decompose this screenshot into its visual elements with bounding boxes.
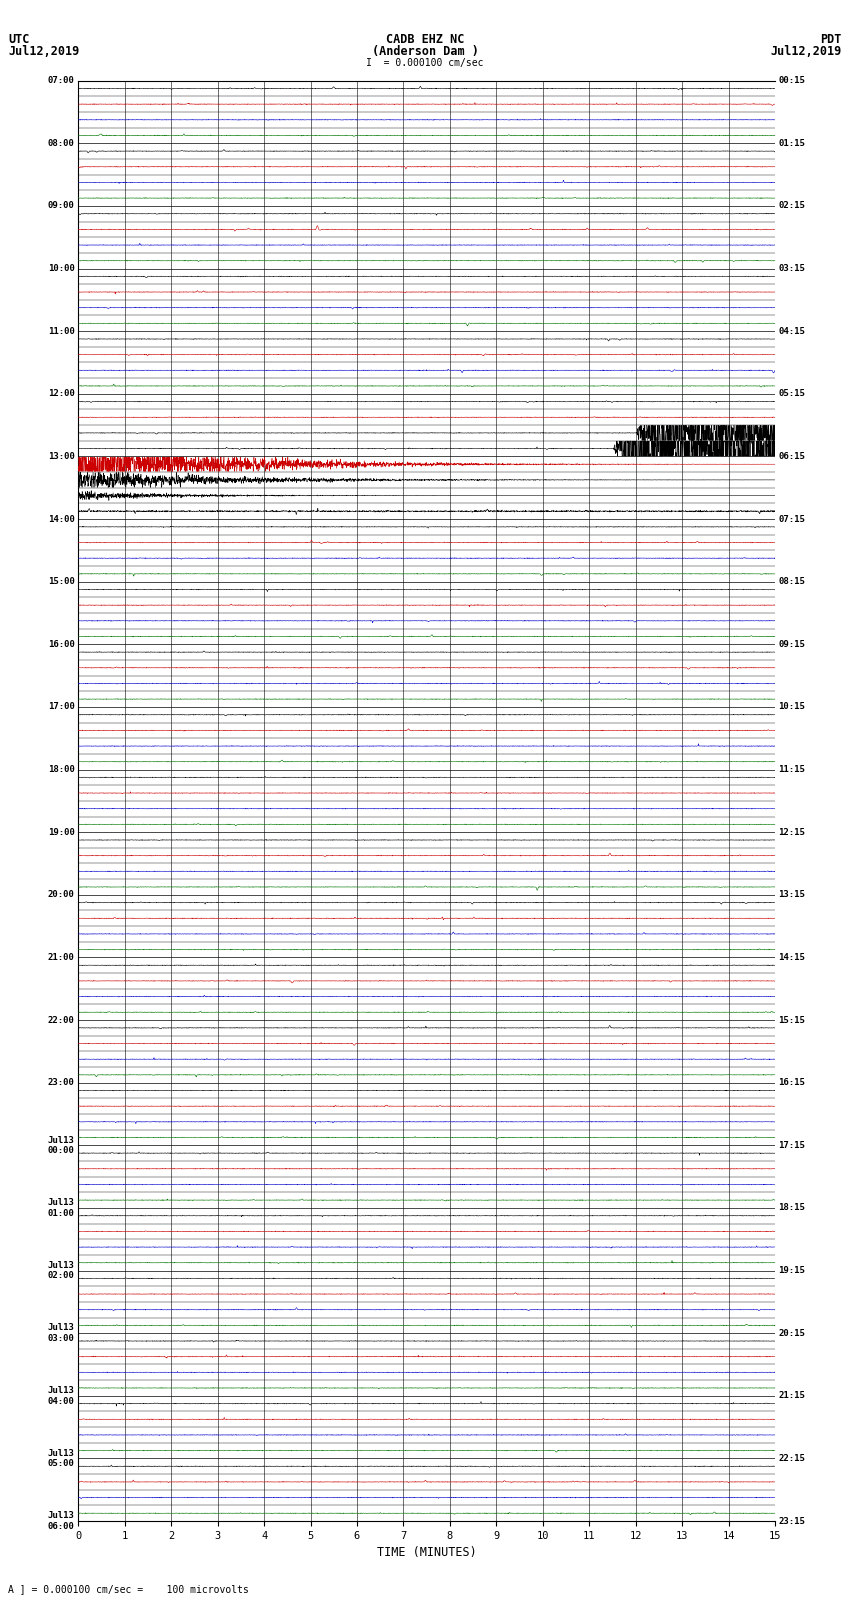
- Text: 13:15: 13:15: [779, 890, 806, 900]
- Text: 09:00: 09:00: [48, 202, 75, 210]
- Text: 23:00: 23:00: [48, 1077, 75, 1087]
- Text: Jul13
06:00: Jul13 06:00: [48, 1511, 75, 1531]
- Text: 12:15: 12:15: [779, 827, 806, 837]
- Text: A ] = 0.000100 cm/sec =    100 microvolts: A ] = 0.000100 cm/sec = 100 microvolts: [8, 1584, 249, 1594]
- Text: 08:00: 08:00: [48, 139, 75, 148]
- Text: 19:00: 19:00: [48, 827, 75, 837]
- Text: 23:15: 23:15: [779, 1516, 806, 1526]
- Text: 21:15: 21:15: [779, 1392, 806, 1400]
- Text: I  = 0.000100 cm/sec: I = 0.000100 cm/sec: [366, 58, 484, 68]
- Text: 07:00: 07:00: [48, 76, 75, 85]
- X-axis label: TIME (MINUTES): TIME (MINUTES): [377, 1547, 477, 1560]
- Text: Jul12,2019: Jul12,2019: [8, 45, 80, 58]
- Text: 12:00: 12:00: [48, 389, 75, 398]
- Text: 02:15: 02:15: [779, 202, 806, 210]
- Text: 20:00: 20:00: [48, 890, 75, 900]
- Text: Jul13
01:00: Jul13 01:00: [48, 1198, 75, 1218]
- Text: 06:15: 06:15: [779, 452, 806, 461]
- Text: Jul13
02:00: Jul13 02:00: [48, 1261, 75, 1281]
- Text: 17:15: 17:15: [779, 1140, 806, 1150]
- Text: 09:15: 09:15: [779, 640, 806, 648]
- Text: 22:15: 22:15: [779, 1453, 806, 1463]
- Text: 15:00: 15:00: [48, 577, 75, 586]
- Text: Jul12,2019: Jul12,2019: [770, 45, 842, 58]
- Text: 16:15: 16:15: [779, 1077, 806, 1087]
- Text: 22:00: 22:00: [48, 1016, 75, 1024]
- Text: 20:15: 20:15: [779, 1329, 806, 1337]
- Text: 21:00: 21:00: [48, 953, 75, 961]
- Text: 15:15: 15:15: [779, 1016, 806, 1024]
- Text: 11:15: 11:15: [779, 765, 806, 774]
- Text: 17:00: 17:00: [48, 702, 75, 711]
- Text: PDT: PDT: [820, 32, 842, 47]
- Text: 08:15: 08:15: [779, 577, 806, 586]
- Text: 19:15: 19:15: [779, 1266, 806, 1274]
- Text: 14:00: 14:00: [48, 515, 75, 524]
- Text: Jul13
04:00: Jul13 04:00: [48, 1386, 75, 1405]
- Text: 05:15: 05:15: [779, 389, 806, 398]
- Text: 13:00: 13:00: [48, 452, 75, 461]
- Text: 11:00: 11:00: [48, 327, 75, 336]
- Text: 16:00: 16:00: [48, 640, 75, 648]
- Text: 03:15: 03:15: [779, 265, 806, 273]
- Text: Jul13
05:00: Jul13 05:00: [48, 1448, 75, 1468]
- Text: 01:15: 01:15: [779, 139, 806, 148]
- Text: 04:15: 04:15: [779, 327, 806, 336]
- Text: CADB EHZ NC: CADB EHZ NC: [386, 32, 464, 47]
- Text: 10:15: 10:15: [779, 702, 806, 711]
- Text: 14:15: 14:15: [779, 953, 806, 961]
- Text: Jul13
03:00: Jul13 03:00: [48, 1324, 75, 1344]
- Text: 00:15: 00:15: [779, 76, 806, 85]
- Text: (Anderson Dam ): (Anderson Dam ): [371, 45, 479, 58]
- Text: Jul13
00:00: Jul13 00:00: [48, 1136, 75, 1155]
- Text: 18:00: 18:00: [48, 765, 75, 774]
- Text: 10:00: 10:00: [48, 265, 75, 273]
- Text: 18:15: 18:15: [779, 1203, 806, 1213]
- Text: 07:15: 07:15: [779, 515, 806, 524]
- Text: UTC: UTC: [8, 32, 30, 47]
